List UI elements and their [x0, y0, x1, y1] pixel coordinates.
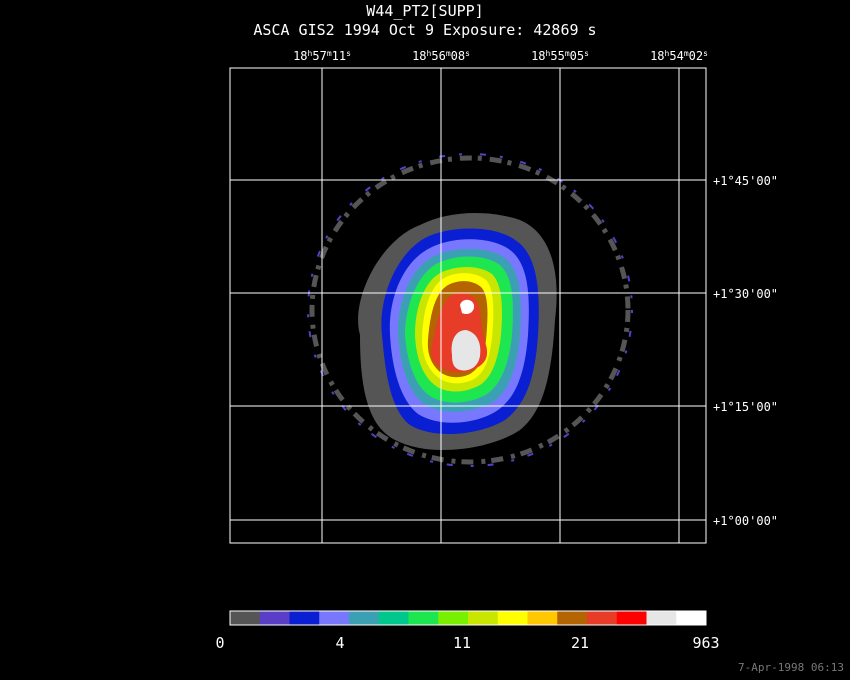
dec-tick-label: +1°00'00": [713, 514, 778, 528]
color-scale-swatch: [259, 611, 290, 625]
ra-tick-label: 18h57m11s: [293, 49, 351, 64]
color-scale-bar: [230, 611, 707, 625]
color-scale-swatch: [616, 611, 647, 625]
color-scale-swatch: [557, 611, 588, 625]
color-scale-swatch: [646, 611, 677, 625]
image-title: W44_PT2[SUPP]: [366, 2, 484, 20]
ra-axis-labels: 18h57m11s 18h56m08s 18h55m05s 18h54m02s: [293, 49, 708, 64]
color-scale-label: 963: [692, 634, 719, 652]
color-scale-label: 4: [335, 634, 344, 652]
xray-intensity-map: [307, 153, 633, 467]
color-scale-ticks: 0 4 11 21 963: [215, 634, 719, 652]
color-scale-swatch: [289, 611, 320, 625]
intensity-level-white: [451, 330, 481, 371]
dec-axis-labels: +1°45'00" +1°30'00" +1°15'00" +1°00'00": [713, 174, 778, 528]
color-scale-swatch: [230, 611, 261, 625]
color-scale-swatch: [497, 611, 528, 625]
dec-tick-label: +1°15'00": [713, 400, 778, 414]
color-scale-swatch: [468, 611, 499, 625]
coordinate-grid: [230, 68, 706, 543]
color-scale-label: 21: [571, 634, 589, 652]
image-frame: [229, 67, 707, 544]
color-scale-label: 11: [453, 634, 471, 652]
color-scale-swatch: [349, 611, 380, 625]
color-scale-swatch: [438, 611, 469, 625]
timestamp: 7-Apr-1998 06:13: [738, 661, 844, 674]
color-scale-swatch: [408, 611, 439, 625]
image-subtitle: ASCA GIS2 1994 Oct 9 Exposure: 42869 s: [253, 21, 597, 39]
color-scale-frame: [229, 610, 707, 626]
dec-tick-label: +1°45'00": [713, 174, 778, 188]
ra-tick-label: 18h56m08s: [412, 49, 470, 64]
color-scale-swatch: [587, 611, 618, 625]
detector-ring: [309, 155, 631, 465]
intensity-peak-secondary: [460, 299, 475, 315]
color-scale-swatch: [319, 611, 350, 625]
dec-tick-label: +1°30'00": [713, 287, 778, 301]
color-scale-swatch: [378, 611, 409, 625]
ra-tick-label: 18h54m02s: [650, 49, 708, 64]
color-scale-swatch: [527, 611, 558, 625]
ra-tick-label: 18h55m05s: [531, 49, 589, 64]
color-scale-label: 0: [215, 634, 224, 652]
color-scale-swatch: [676, 611, 707, 625]
